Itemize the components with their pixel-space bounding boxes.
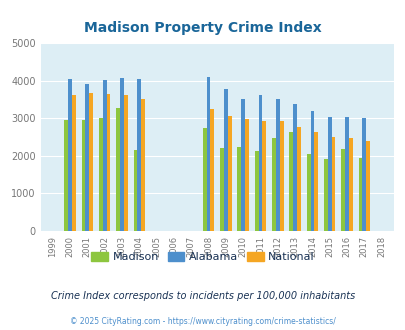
Bar	[358, 158, 362, 231]
Bar	[306, 153, 310, 231]
Bar	[327, 117, 331, 231]
Bar	[89, 93, 93, 231]
Bar	[227, 116, 231, 231]
Bar	[245, 119, 248, 231]
Bar	[64, 120, 68, 231]
Bar	[137, 80, 141, 231]
Bar	[292, 104, 296, 231]
Bar	[310, 111, 313, 231]
Text: Madison Property Crime Index: Madison Property Crime Index	[84, 21, 321, 35]
Bar	[202, 128, 206, 231]
Bar	[99, 118, 102, 231]
Bar	[106, 94, 110, 231]
Bar	[206, 77, 210, 231]
Bar	[331, 137, 335, 231]
Bar	[254, 151, 258, 231]
Bar	[133, 150, 137, 231]
Bar	[72, 95, 76, 231]
Bar	[210, 110, 214, 231]
Bar	[81, 120, 85, 231]
Bar	[313, 132, 318, 231]
Bar	[258, 95, 262, 231]
Bar	[68, 79, 72, 231]
Bar	[348, 138, 352, 231]
Bar	[289, 132, 292, 231]
Bar	[275, 99, 279, 231]
Bar	[296, 127, 300, 231]
Bar	[124, 95, 128, 231]
Bar	[279, 121, 283, 231]
Text: Crime Index corresponds to incidents per 100,000 inhabitants: Crime Index corresponds to incidents per…	[51, 291, 354, 301]
Bar	[344, 117, 348, 231]
Bar	[365, 142, 369, 231]
Bar	[323, 159, 327, 231]
Bar	[224, 89, 227, 231]
Bar	[141, 99, 145, 231]
Bar	[271, 138, 275, 231]
Bar	[262, 121, 266, 231]
Bar	[341, 149, 344, 231]
Legend: Madison, Alabama, National: Madison, Alabama, National	[87, 248, 318, 267]
Bar	[237, 147, 241, 231]
Bar	[220, 148, 224, 231]
Bar	[120, 78, 124, 231]
Bar	[362, 118, 365, 231]
Bar	[85, 84, 89, 231]
Bar	[116, 108, 120, 231]
Bar	[241, 99, 245, 231]
Text: © 2025 CityRating.com - https://www.cityrating.com/crime-statistics/: © 2025 CityRating.com - https://www.city…	[70, 317, 335, 326]
Bar	[102, 80, 106, 231]
